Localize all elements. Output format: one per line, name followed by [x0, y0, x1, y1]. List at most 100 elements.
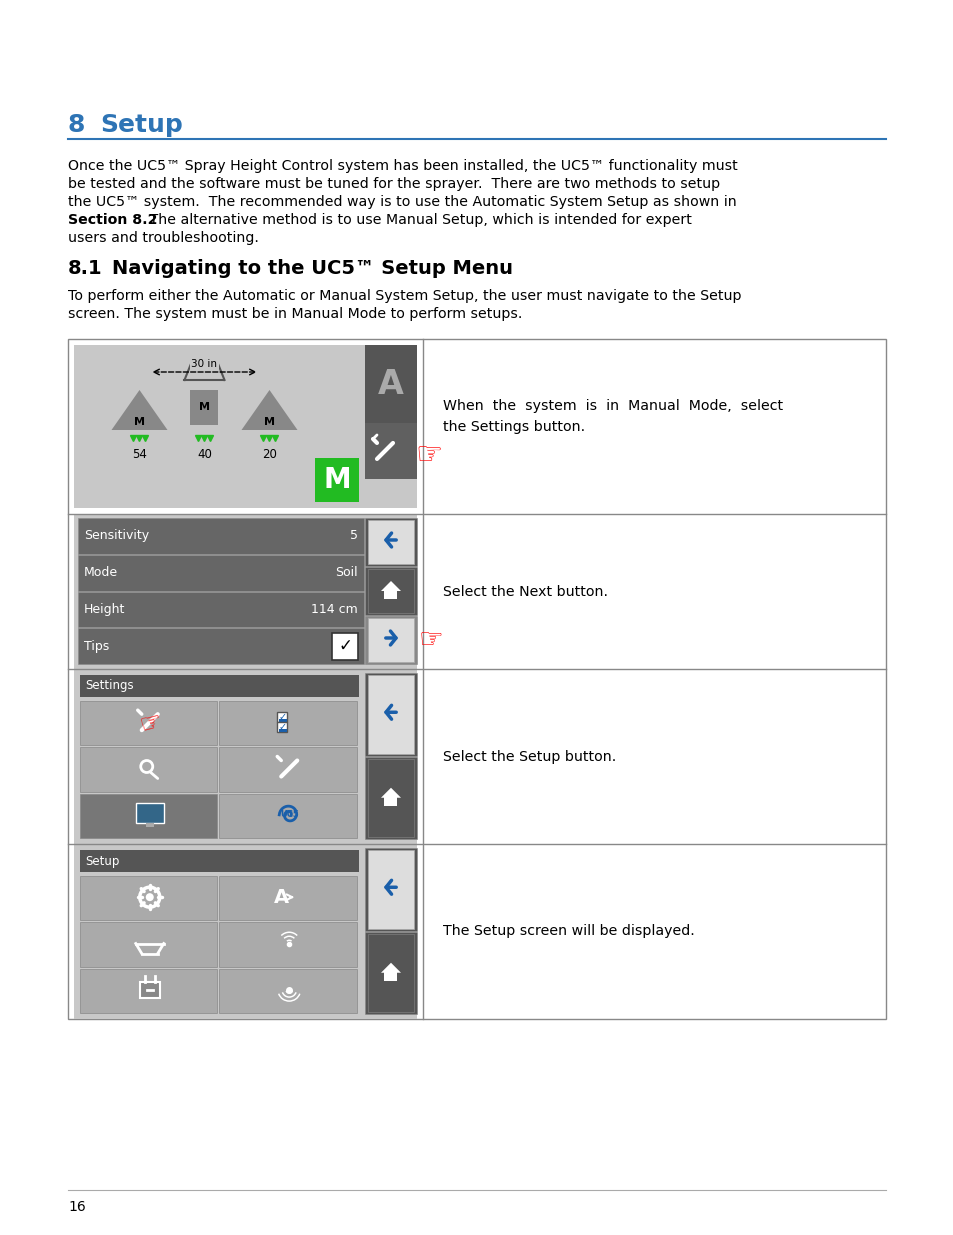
Bar [365, 931, 416, 1014]
Bar [365, 424, 416, 479]
Bar [368, 618, 414, 662]
Bar [78, 555, 364, 590]
Text: 20: 20 [262, 448, 276, 461]
Text: Mode: Mode [84, 566, 118, 579]
Bar [368, 758, 414, 837]
Bar [277, 713, 287, 722]
Bar [365, 567, 416, 615]
Text: .  The alternative method is to use Manual Setup, which is intended for expert: . The alternative method is to use Manua… [136, 212, 691, 227]
Bar [78, 517, 364, 553]
Bar [219, 876, 356, 920]
Bar [80, 923, 217, 967]
Text: Soil: Soil [335, 566, 357, 579]
Text: Once the UC5™ Spray Height Control system has been installed, the UC5™ functiona: Once the UC5™ Spray Height Control syste… [68, 159, 737, 173]
Bar [80, 968, 217, 1013]
Text: M: M [323, 466, 351, 494]
Text: ✓: ✓ [278, 722, 286, 732]
Bar [80, 747, 217, 792]
Text: users and troubleshooting.: users and troubleshooting. [68, 231, 258, 245]
Bar [80, 850, 358, 872]
Bar [314, 458, 358, 501]
Bar [365, 848, 416, 930]
Bar [384, 972, 397, 981]
Bar [368, 520, 414, 564]
Bar [78, 592, 364, 627]
Text: 8.1: 8.1 [68, 259, 103, 278]
Text: Section 8.2: Section 8.2 [68, 212, 157, 227]
Bar [219, 968, 356, 1013]
Text: ☞: ☞ [415, 441, 442, 471]
Polygon shape [112, 390, 168, 430]
Bar [191, 390, 218, 425]
Polygon shape [241, 390, 297, 430]
Text: M: M [133, 417, 145, 427]
Wedge shape [283, 935, 294, 939]
Bar [279, 729, 287, 732]
Wedge shape [281, 992, 296, 998]
Text: Navigating to the UC5™ Setup Menu: Navigating to the UC5™ Setup Menu [112, 259, 513, 278]
Bar [68, 338, 885, 1019]
Wedge shape [286, 940, 292, 942]
Bar [219, 794, 356, 839]
Bar [384, 590, 397, 599]
Bar [78, 629, 364, 664]
Text: Select the Setup button.: Select the Setup button. [442, 750, 616, 763]
Text: ☞: ☞ [418, 626, 443, 655]
Text: Tips: Tips [84, 640, 110, 652]
Bar [80, 876, 217, 920]
Text: screen. The system must be in Manual Mode to perform setups.: screen. The system must be in Manual Mod… [68, 308, 522, 321]
Bar [219, 747, 356, 792]
Wedge shape [280, 931, 297, 936]
Text: be tested and the software must be tuned for the sprayer.  There are two methods: be tested and the software must be tuned… [68, 177, 720, 191]
Text: UC5: UC5 [279, 810, 298, 819]
Text: 114 cm: 114 cm [311, 603, 357, 616]
Bar [146, 823, 153, 827]
Bar [74, 514, 416, 669]
Polygon shape [380, 963, 400, 973]
Text: Setup: Setup [85, 855, 119, 867]
Bar [139, 982, 159, 998]
Text: A: A [274, 888, 289, 906]
Bar [368, 850, 414, 929]
Text: 5: 5 [350, 530, 357, 542]
Text: 54: 54 [132, 448, 147, 461]
Bar [368, 676, 414, 753]
Bar [80, 676, 358, 697]
Polygon shape [380, 788, 400, 798]
Text: Height: Height [84, 603, 125, 616]
Bar [74, 345, 416, 508]
Text: A: A [377, 368, 403, 400]
Text: M: M [264, 417, 274, 427]
Bar [365, 673, 416, 756]
Text: When  the  system  is  in  Manual  Mode,  select
the Settings button.: When the system is in Manual Mode, selec… [442, 399, 782, 435]
Bar [365, 757, 416, 839]
Text: M: M [199, 403, 210, 412]
Text: the UC5™ system.  The recommended way is to use the Automatic System Setup as sh: the UC5™ system. The recommended way is … [68, 195, 736, 209]
Text: ☞: ☞ [137, 710, 166, 739]
Bar [219, 923, 356, 967]
Bar [332, 632, 357, 659]
Text: Sensitivity: Sensitivity [84, 530, 149, 542]
Polygon shape [380, 580, 400, 592]
Text: Setup: Setup [100, 112, 183, 137]
Bar [80, 794, 217, 839]
Wedge shape [277, 993, 300, 1002]
Wedge shape [285, 990, 293, 994]
Bar [74, 844, 416, 1019]
Bar [368, 934, 414, 1011]
Text: To perform either the Automatic or Manual System Setup, the user must navigate t: To perform either the Automatic or Manua… [68, 289, 740, 303]
Bar [277, 722, 287, 732]
Text: The Setup screen will be displayed.: The Setup screen will be displayed. [442, 925, 694, 939]
Text: ✓: ✓ [278, 713, 286, 722]
Bar [384, 798, 397, 805]
Bar [219, 701, 356, 746]
Text: 8: 8 [68, 112, 85, 137]
Bar [368, 569, 414, 613]
Bar [74, 669, 416, 844]
Text: Select the Next button.: Select the Next button. [442, 584, 607, 599]
Text: 30 in: 30 in [192, 359, 217, 369]
Text: 40: 40 [197, 448, 212, 461]
Bar [365, 345, 416, 424]
Bar [279, 719, 287, 722]
Text: ✓: ✓ [337, 637, 352, 655]
